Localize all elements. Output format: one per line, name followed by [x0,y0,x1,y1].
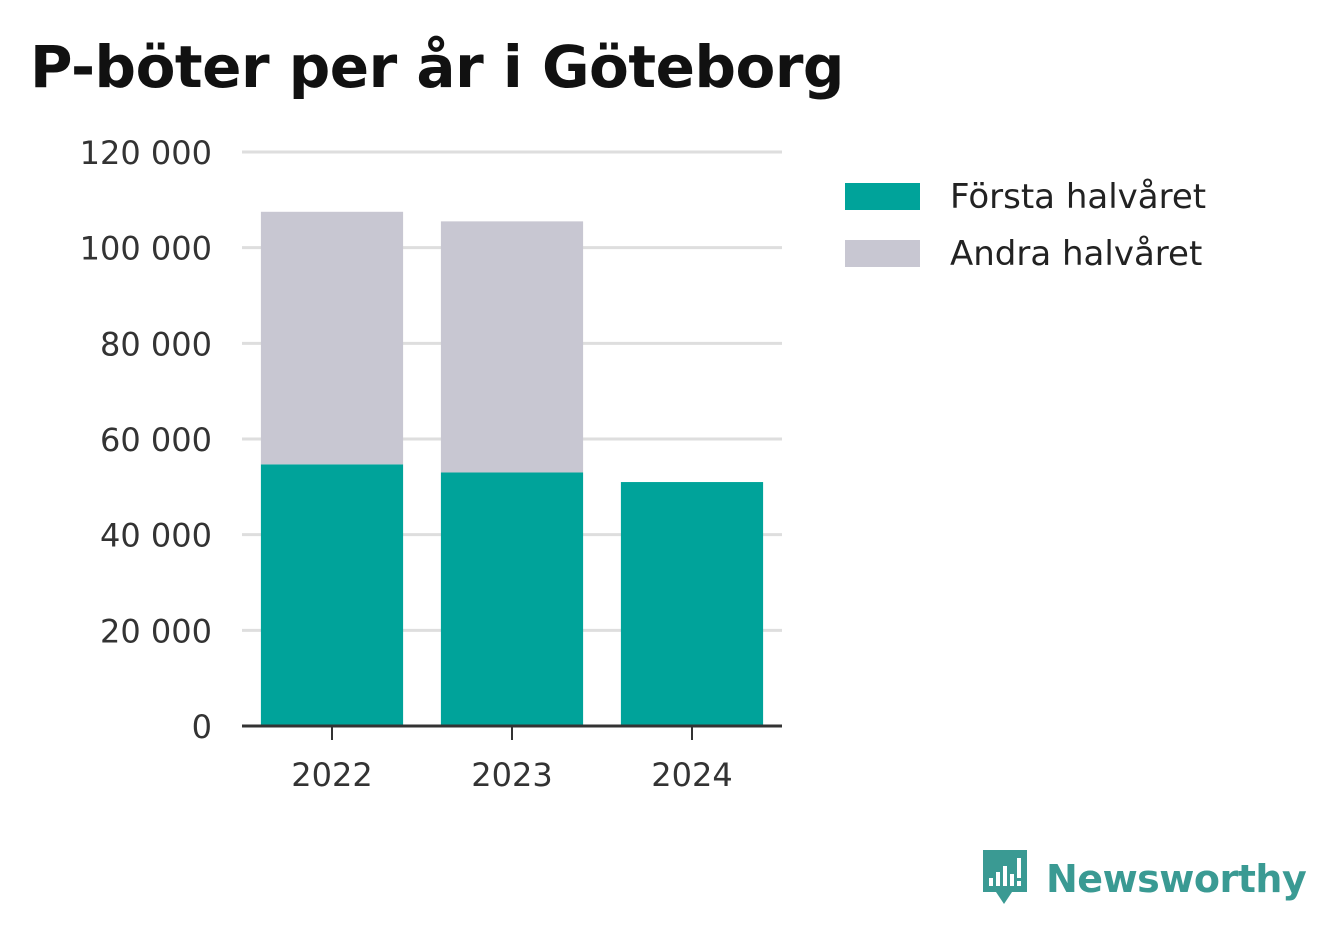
bar-second-half [260,211,404,465]
legend-label-second-half: Andra halvåret [950,233,1203,274]
legend-label-first-half: Första halvåret [950,176,1207,217]
bar-first-half [260,464,404,726]
legend-item-first-half: Första halvåret [845,168,1206,225]
legend: Första halvåret Andra halvåret [845,168,1206,282]
x-tick-label: 2024 [651,756,732,794]
x-tick-label: 2022 [291,756,372,794]
newsworthy-logo-icon [983,850,1027,904]
bar-first-half [440,472,584,726]
legend-swatch-second-half [845,240,920,267]
y-tick-label: 0 [192,708,212,746]
legend-swatch-first-half [845,183,920,210]
brand-logo: Newsworthy [980,848,1307,910]
bar-second-half [440,221,584,473]
y-tick-label: 40 000 [100,517,212,555]
brand-name: Newsworthy [1046,857,1307,901]
bar-first-half [620,482,764,726]
chart-title: P-böter per år i Göteborg [30,33,844,101]
y-tick-label: 80 000 [100,325,212,363]
y-tick-label: 60 000 [100,421,212,459]
x-tick-label: 2023 [471,756,552,794]
legend-item-second-half: Andra halvåret [845,225,1206,282]
bars [260,211,764,726]
y-tick-label: 100 000 [80,230,212,268]
y-tick-label: 20 000 [100,612,212,650]
axes: 0 20 000 40 000 60 000 80 000 100 000 120 000 2… [80,134,782,794]
y-tick-label: 120 000 [80,134,212,172]
